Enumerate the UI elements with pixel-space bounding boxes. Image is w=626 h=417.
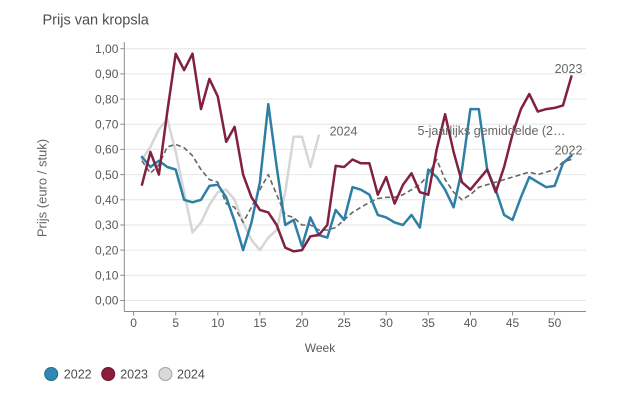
svg-text:0,10: 0,10 (95, 269, 119, 283)
svg-text:0,60: 0,60 (95, 143, 119, 157)
svg-text:1,00: 1,00 (95, 42, 119, 56)
svg-text:0,80: 0,80 (95, 92, 119, 106)
svg-text:2024: 2024 (177, 368, 205, 382)
svg-text:30: 30 (380, 316, 394, 330)
svg-text:40: 40 (464, 316, 478, 330)
svg-text:2022: 2022 (64, 368, 92, 382)
svg-text:2023: 2023 (555, 62, 583, 76)
svg-text:0,50: 0,50 (95, 168, 119, 182)
svg-text:5: 5 (172, 316, 179, 330)
svg-text:45: 45 (506, 316, 520, 330)
svg-text:5-jaarlijks gemiddelde (2…: 5-jaarlijks gemiddelde (2… (418, 124, 566, 138)
svg-text:15: 15 (253, 316, 267, 330)
svg-text:35: 35 (422, 316, 436, 330)
svg-text:0: 0 (130, 316, 137, 330)
svg-text:Week: Week (305, 341, 336, 355)
svg-text:20: 20 (295, 316, 309, 330)
svg-text:0,20: 0,20 (95, 243, 119, 257)
svg-text:0,70: 0,70 (95, 117, 119, 131)
svg-text:10: 10 (211, 316, 225, 330)
svg-text:25: 25 (337, 316, 351, 330)
svg-text:2022: 2022 (555, 144, 583, 158)
svg-text:0,00: 0,00 (95, 294, 119, 308)
svg-text:0,40: 0,40 (95, 193, 119, 207)
svg-text:0,30: 0,30 (95, 218, 119, 232)
svg-text:0,90: 0,90 (95, 67, 119, 81)
svg-text:50: 50 (548, 316, 562, 330)
svg-text:Prijs van kropsla: Prijs van kropsla (43, 13, 150, 29)
svg-text:Prijs (euro / stuk): Prijs (euro / stuk) (35, 139, 50, 237)
svg-text:2024: 2024 (330, 125, 358, 139)
svg-text:2023: 2023 (120, 368, 148, 382)
